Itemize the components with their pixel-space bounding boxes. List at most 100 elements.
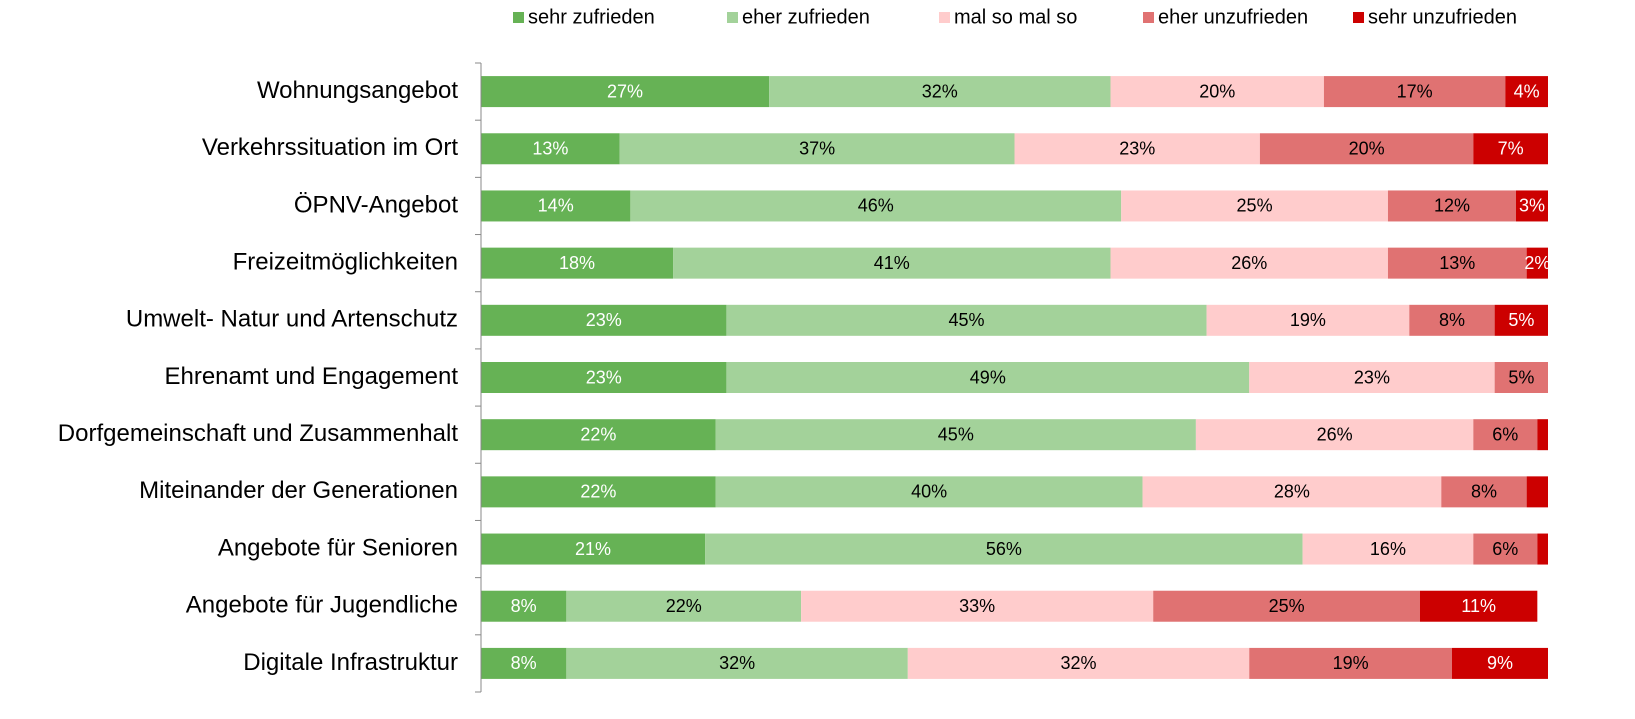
bar-segment [726,304,1207,336]
bar-segment [715,476,1143,508]
legend-swatch [1353,12,1364,23]
value-label: 22% [666,596,702,616]
bar-segment [801,590,1154,622]
legend-swatch [513,12,524,23]
value-label: 22% [580,424,616,444]
value-label: 11% [1461,596,1496,616]
value-label: 49% [970,367,1006,387]
value-label: 19% [1290,310,1326,330]
bar-segment [1494,362,1548,393]
value-label: 23% [586,310,622,330]
value-label: 14% [538,196,574,216]
bar-segment [630,190,1122,222]
bar-segment [481,362,727,393]
value-label: 8% [1439,310,1465,330]
value-label: 19% [1333,653,1369,673]
value-label: 28% [1274,482,1310,502]
bar-segment [715,419,1196,451]
value-label: 56% [986,539,1022,559]
bar-segment [1515,190,1548,222]
bar-segment [1537,533,1548,565]
bar-segment [1505,76,1548,108]
bar-segment [1419,590,1538,622]
value-label: 8% [511,596,537,616]
value-label: 22% [580,482,616,502]
value-label: 7% [1498,139,1524,159]
bar-segment [1110,247,1388,279]
bar-segment [1206,304,1410,336]
value-label: 18% [559,253,595,273]
bar-segment [481,76,770,108]
value-label: 3% [1519,196,1545,216]
value-label: 4% [1514,81,1540,101]
bar-segment [1387,190,1516,222]
bar-segment [673,247,1111,279]
bar-segment [1494,304,1548,336]
legend-label: eher unzufrieden [1158,6,1308,28]
bar-segment [1441,476,1527,508]
bar-segment [1195,419,1474,451]
value-label: 45% [948,310,984,330]
value-label: 20% [1199,81,1235,101]
value-label: 32% [1061,653,1097,673]
bar-segment [705,533,1303,565]
bar-segment [481,247,674,279]
value-label: 20% [1349,139,1385,159]
bar-segment [1526,476,1548,508]
value-label: 5% [1508,367,1534,387]
bar-segment [1259,133,1474,165]
value-label: 41% [874,253,910,273]
bar-segment [566,590,802,622]
value-label: 9% [1487,653,1513,673]
value-label: 27% [607,81,643,101]
value-label: 13% [532,139,568,159]
value-label: 6% [1492,539,1518,559]
bar-segment [481,190,631,222]
bar-segment [1473,419,1538,451]
bar-segment [1249,362,1495,393]
value-label: 46% [858,196,894,216]
bar-segment [1110,76,1324,108]
category-label: Angebote für Jugendliche [186,592,458,619]
value-label: 2% [1524,253,1550,273]
value-label: 8% [1471,482,1497,502]
legend-label: sehr unzufrieden [1368,6,1517,28]
bar-segment [1409,304,1495,336]
bar-segment [1451,647,1548,679]
bar-segment [1387,247,1527,279]
value-label: 32% [922,81,958,101]
category-label: Wohnungsangebot [257,77,458,104]
value-label: 23% [1119,139,1155,159]
value-label: 40% [911,482,947,502]
legend-swatch [727,12,738,23]
value-label: 16% [1370,539,1406,559]
category-label: Umwelt- Natur und Artenschutz [126,306,458,333]
legend-label: sehr zufrieden [528,6,655,28]
value-label: 5% [1508,310,1534,330]
legend-label: eher zufrieden [742,6,870,28]
value-label: 26% [1317,424,1353,444]
bar-segment [726,362,1250,393]
value-label: 25% [1269,596,1305,616]
bar-segment [1302,533,1474,565]
category-label: Digitale Infrastruktur [243,649,458,676]
bar-segment [1473,133,1548,165]
value-label: 23% [586,367,622,387]
bar-segment [1249,647,1452,679]
bar-segment [481,133,620,165]
bar-segment [481,476,716,508]
value-label: 37% [799,139,835,159]
bar-segment [1153,590,1420,622]
value-label: 23% [1354,367,1390,387]
category-label: Ehrenamt und Engagement [164,363,458,390]
bar-segment [1526,247,1548,279]
bar-segment [907,647,1250,679]
bar-segment [481,647,567,679]
bar-segment [1142,476,1442,508]
value-label: 13% [1439,253,1475,273]
value-label: 33% [959,596,995,616]
value-label: 8% [511,653,537,673]
category-label: Freizeitmöglichkeiten [233,248,458,275]
bar-segment [566,647,908,679]
